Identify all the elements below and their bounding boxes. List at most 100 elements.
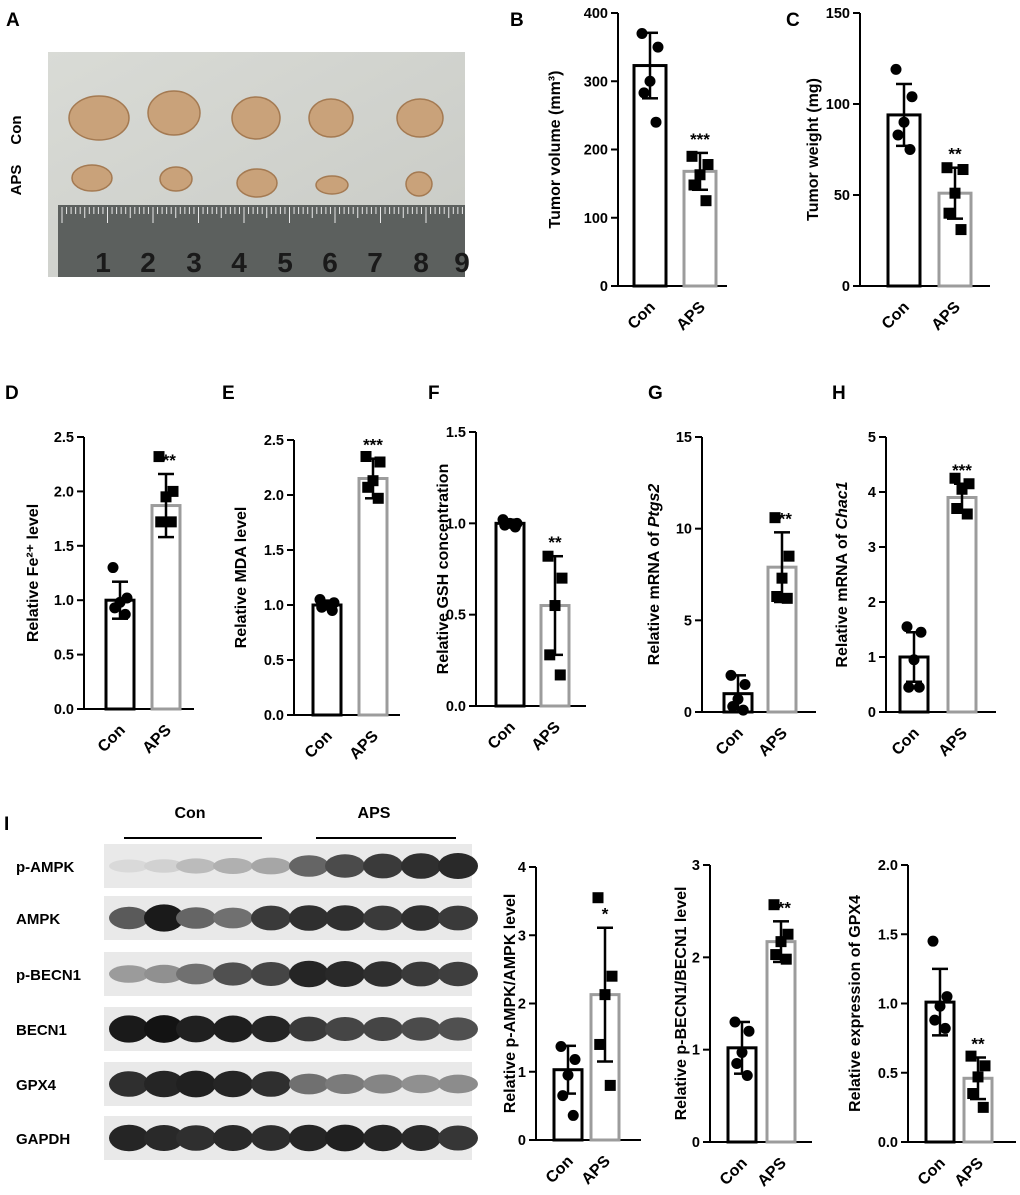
category-label: APS [755, 1155, 791, 1191]
data-point [776, 572, 788, 584]
blot-rows: p-AMPK AMPK p-BECN1 BECN1 GPX4 GAPDH [16, 844, 478, 1160]
blot-row-p-ampk: p-AMPK [16, 844, 478, 888]
tumor-specimen [68, 95, 130, 141]
y-tick-label: 0.5 [878, 1066, 898, 1082]
chart-b: B 0 100 200 300 400 Tumor volume (mm³) Con *** AP… [510, 6, 727, 334]
y-axis-label: Relative expression of GPX4 [847, 895, 864, 1112]
panel-label-i: I [4, 814, 9, 835]
blot-band [213, 962, 253, 986]
chart-h: H 0 1 2 3 4 5 Relative mRNA of Chac1 Con *** APS [832, 383, 996, 760]
data-point [694, 169, 706, 181]
y-tick-label: 1.0 [264, 598, 284, 614]
chart-d: D 0.0 0.5 1.0 1.5 2.0 2.5 Relative Fe²⁺ level Co… [5, 383, 194, 757]
y-tick-label: 50 [834, 188, 850, 204]
y-tick-label: 1.0 [54, 593, 74, 609]
data-point [652, 41, 664, 53]
data-point [554, 669, 566, 681]
blot-band [213, 1015, 253, 1043]
tumor-specimen [159, 166, 193, 192]
blot-band [176, 1015, 216, 1043]
y-tick-label: 4 [868, 485, 876, 501]
data-point [638, 87, 650, 99]
blot-band [438, 905, 478, 931]
category-label: APS [579, 1153, 615, 1189]
blot-band [176, 1125, 216, 1151]
y-tick-label: 100 [584, 211, 608, 227]
category-label: APS [936, 725, 972, 761]
blot-band [251, 905, 291, 931]
blot-band [109, 906, 149, 930]
y-tick-label: 150 [826, 6, 850, 22]
y-tick-label: 2.0 [54, 484, 74, 500]
data-point [898, 116, 910, 128]
y-axis-label-gene: Chac1 [834, 481, 851, 529]
y-tick-label: 2.0 [878, 858, 898, 874]
bar-con [494, 521, 526, 708]
blot-band [251, 1071, 291, 1097]
data-point [967, 1088, 979, 1100]
significance-marker: *** [771, 898, 791, 917]
data-point [913, 681, 925, 693]
data-point [604, 1079, 616, 1091]
data-point [155, 516, 167, 528]
y-tick-label: 5 [868, 430, 876, 446]
chart-g: G 0 5 10 15 Relative mRNA of Ptgs2 Con *** APS [646, 383, 816, 760]
data-point [165, 516, 177, 528]
y-tick-label: 2 [518, 997, 526, 1013]
bar-aps [357, 477, 389, 717]
blot-band [176, 1070, 216, 1098]
y-tick-label: 1 [518, 1065, 526, 1081]
y-axis-label: Relative mRNA of Chac1 [834, 481, 851, 667]
blot-band [213, 1124, 253, 1152]
data-point [927, 935, 939, 947]
photo-row-label-aps: APS [8, 165, 25, 196]
blot-band [176, 858, 216, 874]
blot-row-label: BECN1 [16, 1022, 67, 1039]
y-tick-label: 2.0 [264, 488, 284, 504]
y-tick-label: 10 [676, 522, 692, 538]
data-point [686, 150, 698, 162]
blot-band [438, 852, 478, 880]
y-tick-label: 0 [600, 279, 608, 295]
blot-band [213, 907, 253, 929]
y-tick-label: 0 [868, 705, 876, 721]
data-point [929, 1014, 941, 1026]
category-label: Con [717, 1155, 751, 1189]
y-axis-label-gene: Ptgs2 [646, 484, 663, 528]
y-tick-label: 0 [518, 1133, 526, 1149]
category-label: Con [915, 1155, 949, 1189]
data-point [316, 601, 328, 613]
blot-band [251, 962, 291, 986]
blot-row-becn1: BECN1 [16, 1007, 478, 1051]
blot-band [213, 1070, 253, 1098]
blot-band [289, 1124, 329, 1152]
category-label: APS [929, 299, 965, 335]
blot-band [144, 1070, 184, 1098]
y-tick-label: 3 [692, 858, 700, 874]
y-axis-label: Tumor volume (mm³) [547, 71, 564, 229]
blot-band [438, 1017, 478, 1041]
data-point [599, 989, 611, 1001]
bar-con [311, 603, 343, 717]
significance-marker: ** [548, 533, 562, 552]
y-tick-label: 0.0 [264, 708, 284, 724]
blot-band [325, 1017, 365, 1041]
y-tick-label: 2.5 [54, 430, 74, 446]
data-point [509, 521, 521, 533]
data-point [556, 572, 568, 584]
panel-label: E [222, 383, 235, 404]
category-label: APS [674, 299, 710, 335]
category-label: APS [529, 719, 565, 755]
y-tick-label: 100 [826, 97, 850, 113]
data-point [939, 1022, 951, 1034]
y-tick-label: 300 [584, 74, 608, 90]
chart-i-3: 0.0 0.5 1.0 1.5 2.0 Relative expression of GP… [847, 858, 1016, 1190]
blot-band [289, 905, 329, 931]
ruler-number: 8 [413, 247, 429, 278]
blot-band [109, 1124, 149, 1152]
data-point [153, 451, 165, 463]
blot-band [401, 961, 441, 987]
category-label: Con [543, 1153, 577, 1187]
blot-band [363, 1074, 403, 1094]
